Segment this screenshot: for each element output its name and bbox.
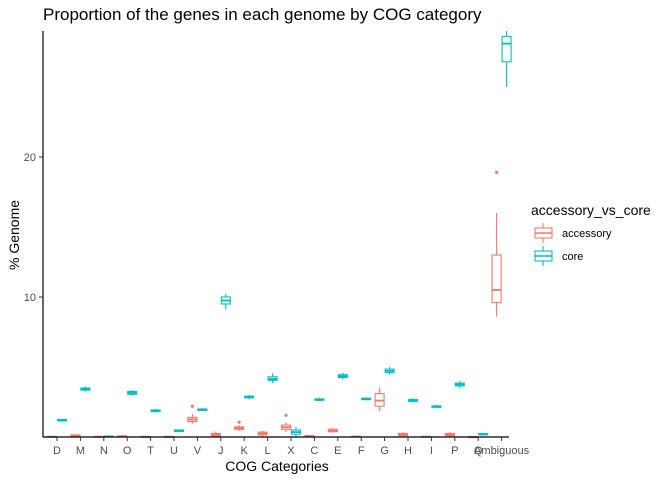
box-accessory-E — [327, 427, 338, 433]
legend-label: accessory — [562, 228, 612, 240]
box-body — [501, 36, 512, 63]
box-body — [491, 254, 502, 304]
box-accessory-P — [444, 432, 455, 437]
legend: accessory_vs_core accessory core — [531, 202, 651, 266]
x-axis-title: COG Categories — [225, 458, 328, 474]
y-axis-title: % Genome — [6, 200, 22, 270]
box-accessory-X — [280, 413, 292, 433]
box-core-I — [431, 404, 442, 409]
x-tick-label: H — [404, 445, 412, 457]
x-tick-label: N — [100, 445, 108, 457]
box-core-P — [454, 381, 465, 388]
x-tick-label: V — [194, 445, 202, 457]
legend-item-core: core — [534, 246, 583, 266]
box-core-G — [384, 367, 395, 375]
box-core-Q — [478, 433, 489, 436]
x-tick-label: P — [451, 445, 458, 457]
box-core-D — [56, 418, 68, 422]
x-tick-label: F — [358, 445, 365, 457]
outlier-point — [284, 413, 288, 417]
box-accessory-H — [397, 432, 409, 437]
x-tick-label: L — [265, 445, 271, 457]
x-tick-label: D — [53, 445, 61, 457]
outlier-point — [190, 404, 194, 408]
box-core-C — [314, 397, 325, 402]
x-tick-label: O — [123, 445, 132, 457]
x-tick-label: E — [334, 445, 341, 457]
x-tick-label: Q — [474, 445, 483, 457]
legend-item-accessory: accessory — [534, 223, 612, 243]
box-core-L — [267, 373, 278, 384]
box-accessory-G — [374, 387, 385, 412]
x-tick-label: G — [380, 445, 389, 457]
box-core-H — [407, 398, 419, 403]
box-core-T — [150, 409, 161, 413]
box-core-Ambiguous — [501, 31, 512, 87]
outlier-point — [237, 420, 241, 424]
x-tick-label: C — [310, 445, 318, 457]
legend-label: core — [562, 251, 583, 263]
x-tick-label: T — [147, 445, 154, 457]
x-tick-label: M — [76, 445, 85, 457]
box-accessory-J — [210, 431, 221, 437]
box-core-K — [244, 395, 255, 400]
x-tick-label: I — [430, 445, 433, 457]
x-tick-label: Ambiguous — [474, 445, 530, 457]
y-tick-label: 10 — [24, 292, 36, 304]
box-accessory-V — [187, 404, 198, 424]
outlier-point — [495, 170, 499, 174]
box-core-F — [361, 397, 372, 401]
box-accessory-Ambiguous — [491, 170, 502, 317]
legend-title: accessory_vs_core — [531, 202, 651, 218]
box-core-E — [337, 372, 348, 380]
box-accessory-L — [257, 430, 268, 437]
box-core-V — [197, 408, 208, 412]
box-core-X — [290, 427, 302, 437]
box-core-J — [220, 293, 231, 310]
box-accessory-K — [234, 420, 245, 431]
x-tick-label: K — [241, 445, 249, 457]
box-core-O — [127, 390, 138, 396]
box-core-U — [173, 429, 185, 433]
y-tick-label: 20 — [24, 152, 36, 164]
x-tick-label: J — [218, 445, 224, 457]
x-tick-label: X — [287, 445, 295, 457]
plot-area — [46, 31, 512, 439]
chart-title: Proportion of the genes in each genome b… — [43, 5, 482, 24]
x-tick-label: U — [170, 445, 178, 457]
box-core-M — [80, 386, 91, 392]
